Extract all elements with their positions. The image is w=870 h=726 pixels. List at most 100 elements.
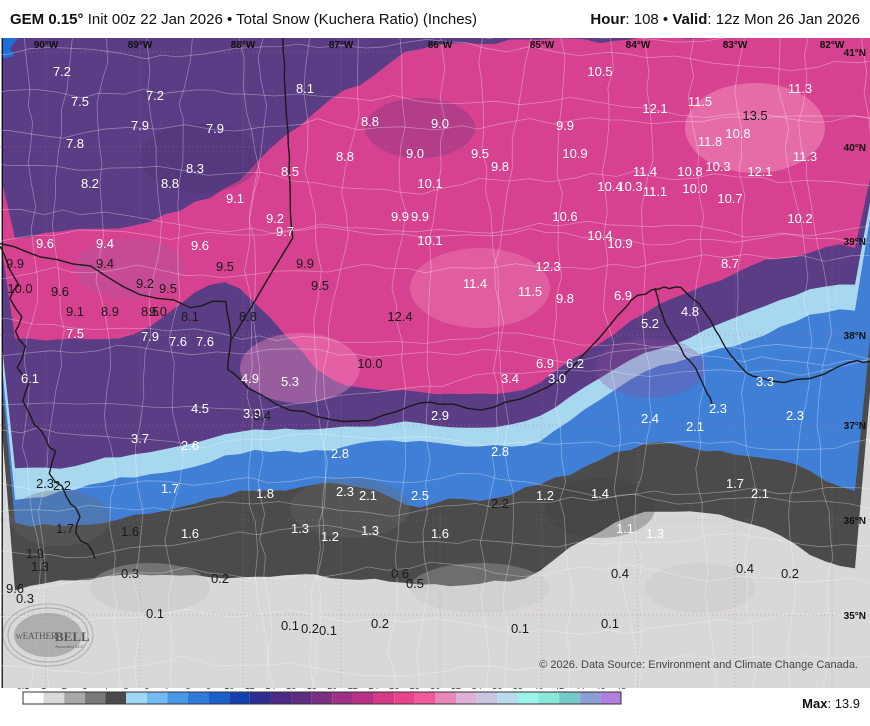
svg-text:1: 1 — [41, 688, 46, 691]
svg-text:7.2: 7.2 — [146, 88, 164, 103]
svg-text:0.1: 0.1 — [17, 688, 30, 691]
svg-text:0.1: 0.1 — [281, 618, 299, 633]
svg-text:5.2: 5.2 — [641, 316, 659, 331]
svg-text:0.2: 0.2 — [371, 616, 389, 631]
svg-text:4.8: 4.8 — [681, 304, 699, 319]
svg-text:2.2: 2.2 — [491, 496, 509, 511]
svg-text:86°W: 86°W — [428, 40, 453, 51]
svg-text:12.1: 12.1 — [747, 164, 772, 179]
svg-text:Max: 13.9: Max: 13.9 — [802, 696, 860, 711]
svg-text:6.9: 6.9 — [536, 356, 554, 371]
svg-text:9.4: 9.4 — [96, 256, 114, 271]
svg-text:9.9: 9.9 — [391, 209, 409, 224]
svg-text:1.6: 1.6 — [181, 526, 199, 541]
svg-text:1.3: 1.3 — [291, 521, 309, 536]
svg-text:1.6: 1.6 — [121, 524, 139, 539]
svg-text:37°N: 37°N — [844, 421, 866, 432]
svg-text:2.1: 2.1 — [686, 419, 704, 434]
svg-text:1.7: 1.7 — [726, 476, 744, 491]
svg-text:9.8: 9.8 — [556, 291, 574, 306]
svg-text:11.5: 11.5 — [688, 94, 712, 109]
svg-text:10.5: 10.5 — [587, 64, 612, 79]
svg-text:39°N: 39°N — [844, 237, 866, 248]
svg-text:12: 12 — [245, 688, 255, 691]
svg-text:3.4: 3.4 — [501, 371, 519, 386]
svg-text:8.9: 8.9 — [101, 304, 119, 319]
svg-text:11.4: 11.4 — [633, 164, 657, 179]
svg-text:10: 10 — [224, 688, 234, 691]
svg-text:14: 14 — [265, 688, 275, 691]
svg-text:38: 38 — [513, 688, 523, 691]
svg-text:8.1: 8.1 — [181, 309, 199, 324]
svg-text:6.9: 6.9 — [614, 288, 632, 303]
svg-text:2.8: 2.8 — [331, 446, 349, 461]
svg-text:88°W: 88°W — [231, 40, 256, 51]
svg-text:8: 8 — [185, 688, 190, 691]
svg-text:83°W: 83°W — [723, 40, 748, 51]
svg-text:3.7: 3.7 — [131, 431, 149, 446]
svg-text:48: 48 — [616, 688, 626, 691]
svg-text:9.1: 9.1 — [66, 304, 84, 319]
svg-text:0.4: 0.4 — [736, 561, 754, 576]
svg-text:32: 32 — [451, 688, 461, 691]
svg-text:1.7: 1.7 — [56, 521, 74, 536]
svg-text:8.8: 8.8 — [336, 149, 354, 164]
svg-text:2.9: 2.9 — [431, 408, 449, 423]
svg-text:0.2: 0.2 — [781, 566, 799, 581]
svg-text:2.3: 2.3 — [336, 484, 354, 499]
svg-text:84°W: 84°W — [626, 40, 651, 51]
svg-text:1.1: 1.1 — [616, 521, 634, 536]
svg-text:89°W: 89°W — [128, 40, 153, 51]
svg-text:0.1: 0.1 — [511, 621, 529, 636]
svg-text:9.8: 9.8 — [491, 159, 509, 174]
svg-text:Associates LLC: Associates LLC — [55, 644, 84, 649]
svg-text:9.9: 9.9 — [556, 118, 574, 133]
svg-text:85°W: 85°W — [530, 40, 555, 51]
svg-text:BELL: BELL — [55, 629, 90, 644]
svg-text:7.2: 7.2 — [53, 64, 71, 79]
svg-text:34: 34 — [472, 688, 482, 691]
svg-text:1.3: 1.3 — [361, 523, 379, 538]
svg-text:2.5: 2.5 — [411, 488, 429, 503]
svg-text:1.4: 1.4 — [591, 486, 609, 501]
svg-text:2.1: 2.1 — [751, 486, 769, 501]
svg-text:36: 36 — [492, 688, 502, 691]
svg-text:6.1: 6.1 — [21, 371, 39, 386]
svg-text:40°N: 40°N — [844, 143, 866, 154]
svg-text:11.5: 11.5 — [518, 284, 542, 299]
svg-text:8.7: 8.7 — [721, 256, 739, 271]
svg-text:28: 28 — [410, 688, 420, 691]
svg-text:8.5: 8.5 — [141, 304, 159, 319]
svg-text:9.6: 9.6 — [51, 284, 69, 299]
svg-text:11.1: 11.1 — [643, 184, 667, 199]
svg-text:36°N: 36°N — [844, 516, 866, 527]
svg-text:40: 40 — [533, 688, 543, 691]
svg-text:8.2: 8.2 — [81, 176, 99, 191]
svg-text:4: 4 — [103, 688, 108, 691]
svg-text:12.4: 12.4 — [387, 309, 412, 324]
svg-text:11.4: 11.4 — [463, 276, 487, 291]
svg-text:6: 6 — [144, 688, 149, 691]
svg-text:8.1: 8.1 — [296, 81, 314, 96]
svg-text:9.6: 9.6 — [36, 236, 54, 251]
svg-text:0.4: 0.4 — [611, 566, 629, 581]
svg-text:9.9: 9.9 — [296, 256, 314, 271]
svg-text:10.0: 10.0 — [682, 181, 707, 196]
svg-text:1.2: 1.2 — [536, 488, 554, 503]
svg-text:3: 3 — [82, 688, 87, 691]
svg-text:5: 5 — [124, 688, 129, 691]
svg-text:2.4: 2.4 — [641, 411, 659, 426]
svg-text:0.3: 0.3 — [121, 566, 139, 581]
svg-text:10.0: 10.0 — [7, 281, 32, 296]
svg-text:8.3: 8.3 — [186, 161, 204, 176]
svg-text:5.3: 5.3 — [281, 374, 299, 389]
svg-text:9.0: 9.0 — [406, 146, 424, 161]
svg-text:0.1: 0.1 — [319, 623, 337, 638]
svg-text:10.6: 10.6 — [552, 209, 577, 224]
svg-text:0.3: 0.3 — [16, 591, 34, 606]
svg-text:4.9: 4.9 — [241, 371, 259, 386]
svg-text:12.3: 12.3 — [535, 259, 560, 274]
svg-text:0.1: 0.1 — [146, 606, 164, 621]
svg-text:1.2: 1.2 — [321, 529, 339, 544]
svg-text:26: 26 — [389, 688, 399, 691]
